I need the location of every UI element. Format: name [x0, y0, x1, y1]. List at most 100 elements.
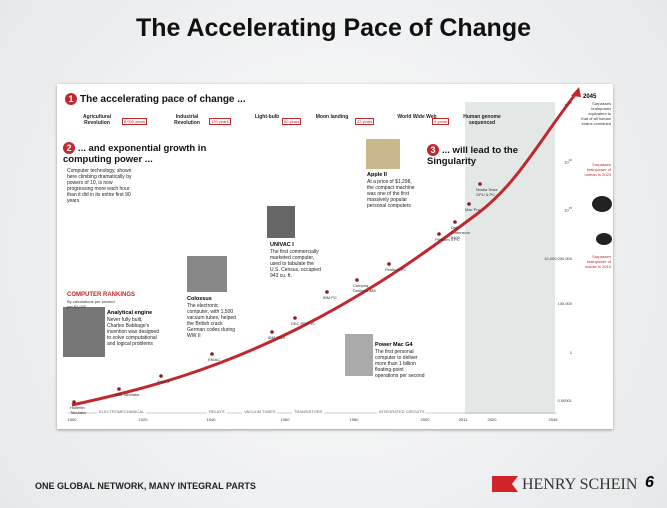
mouse-icon [596, 233, 612, 245]
section-number: 2 [63, 142, 75, 154]
heading-text: ... will lead to the Singularity [427, 145, 518, 167]
x-label: 2000 [417, 417, 433, 422]
brain-icon [592, 196, 612, 212]
y-label: 100,000 [512, 301, 572, 306]
slide: The Accelerating Pace of Change 1The acc… [0, 0, 667, 508]
photo [366, 139, 400, 169]
timeline-gap: 22 years [355, 118, 374, 125]
callout-text: The electronic computer, with 1,500 vacu… [187, 303, 239, 339]
point-dot [355, 278, 359, 282]
x-label: 1920 [135, 417, 151, 422]
timeline-event: Industrial Revolution [167, 114, 207, 126]
section-heading: 2... and exponential growth in computing… [63, 142, 213, 165]
timeline-event: Human genome sequenced [462, 114, 502, 126]
x-label: 1940 [203, 417, 219, 422]
milestone-label: 2045 [583, 94, 596, 100]
timeline-gap: 90 years [282, 118, 301, 125]
timeline-event: Light-bulb [247, 114, 287, 120]
point-dot [325, 290, 329, 294]
photo [345, 334, 373, 376]
point-dot [117, 387, 121, 391]
point-dot [293, 316, 297, 320]
section-text: Computer technology, shown here climbing… [67, 168, 139, 204]
point-dot [437, 232, 441, 236]
point-label: IBM PC [323, 295, 349, 300]
heading-text: The accelerating pace of change ... [80, 94, 246, 105]
timeline-gap: 8,000 years [122, 118, 147, 125]
point-dot [159, 374, 163, 378]
point-dot [387, 262, 391, 266]
point-label: ENIAC [208, 357, 234, 362]
logo-text: HENRY SCHEIN [522, 476, 637, 494]
exponent: 20 [569, 158, 572, 162]
era-label: RELAYS [207, 409, 227, 414]
point-label: Dell Dimension 8400 [451, 225, 477, 240]
photo [187, 256, 227, 292]
footer: ONE GLOBAL NETWORK, MANY INTEGRAL PARTS [35, 481, 256, 491]
point-dot [478, 182, 482, 186]
milestone-text: Surpasses brainpower equivalent to that … [581, 101, 611, 126]
timeline-event: Agricultural Revolution [77, 114, 117, 126]
x-label: 1980 [346, 417, 362, 422]
x-label: 1900 [64, 417, 80, 422]
point-label: Pentium PC [385, 267, 411, 272]
x-label: 2045 [545, 417, 561, 422]
point-label: DEC PDP-10 [291, 321, 317, 326]
point-label: Mac Pro [465, 207, 491, 212]
callout-title: UNIVAC I [270, 242, 294, 248]
era-label: TRANSISTORS [292, 409, 324, 414]
point-label: Nvidia Tesla GPU & PC [476, 187, 502, 197]
y-label: 1020 [512, 158, 572, 164]
timeline-gap: 9 years [432, 118, 449, 125]
heading-text: ... and exponential growth in computing … [63, 143, 206, 165]
callout-title: Power Mac G4 [375, 342, 413, 348]
rankings-subtitle: By calculations per second per $1,000 [67, 299, 117, 309]
callout-title: Apple II [367, 172, 387, 178]
timeline-gap: 120 years [209, 118, 231, 125]
section-number: 1 [65, 93, 77, 105]
y-label: 0.00001 [512, 398, 572, 403]
milestone-text: Surpasses brainpower of human in 2023 [581, 162, 611, 177]
slide-title: The Accelerating Pace of Change [0, 14, 667, 43]
era-label: INTEGRATED CIRCUITS [377, 409, 426, 414]
arrow-head [571, 87, 581, 97]
photo [63, 307, 105, 357]
callout-text: The first commercially marketed computer… [270, 249, 322, 279]
point-label: IBM Tabulator [115, 392, 141, 397]
point-dot [453, 220, 457, 224]
y-label: 1015 [512, 206, 572, 212]
callout-title: Analytical engine [107, 310, 152, 316]
point-label: Compaq Deskpro 386 [353, 283, 379, 293]
point-dot [72, 400, 76, 404]
rankings-title: COMPUTER RANKINGS [67, 292, 135, 298]
point-dot [467, 202, 471, 206]
timeline-event: Moon landing [312, 114, 352, 120]
callout-text: At a price of $1,298, the compact machin… [367, 179, 419, 209]
point-label: IBM 1620 [268, 335, 294, 340]
timeline-event: World Wide Web [397, 114, 437, 120]
era-label: ELECTROMECHANICAL [97, 409, 146, 414]
y-label: 1025 [512, 101, 572, 107]
callout-text: The first personal computer to deliver m… [375, 349, 427, 379]
era-label: VACUUM TUBES [242, 409, 277, 414]
point-label: Zuse 3 [157, 379, 183, 384]
y-label: 1 [512, 350, 572, 355]
x-label: 2020 [484, 417, 500, 422]
logo-mark [490, 474, 520, 494]
x-label: 1960 [277, 417, 293, 422]
x-label: 2011 [455, 417, 471, 422]
callout-title: Colossus [187, 296, 212, 302]
y-label: 10,000,000,000 [512, 256, 572, 261]
photo [267, 206, 295, 238]
exponent: 15 [569, 206, 572, 210]
point-dot [270, 330, 274, 334]
exponent: 25 [569, 101, 572, 105]
page-number: 6 [645, 474, 654, 492]
section-number: 3 [427, 144, 439, 156]
point-dot [210, 352, 214, 356]
callout-text: Never fully built, Charles Babbage's inv… [107, 317, 159, 347]
milestone-text: Surpasses brainpower of mouse in 2015 [581, 254, 611, 269]
point-label: Hollerith Tabulator [70, 405, 96, 415]
